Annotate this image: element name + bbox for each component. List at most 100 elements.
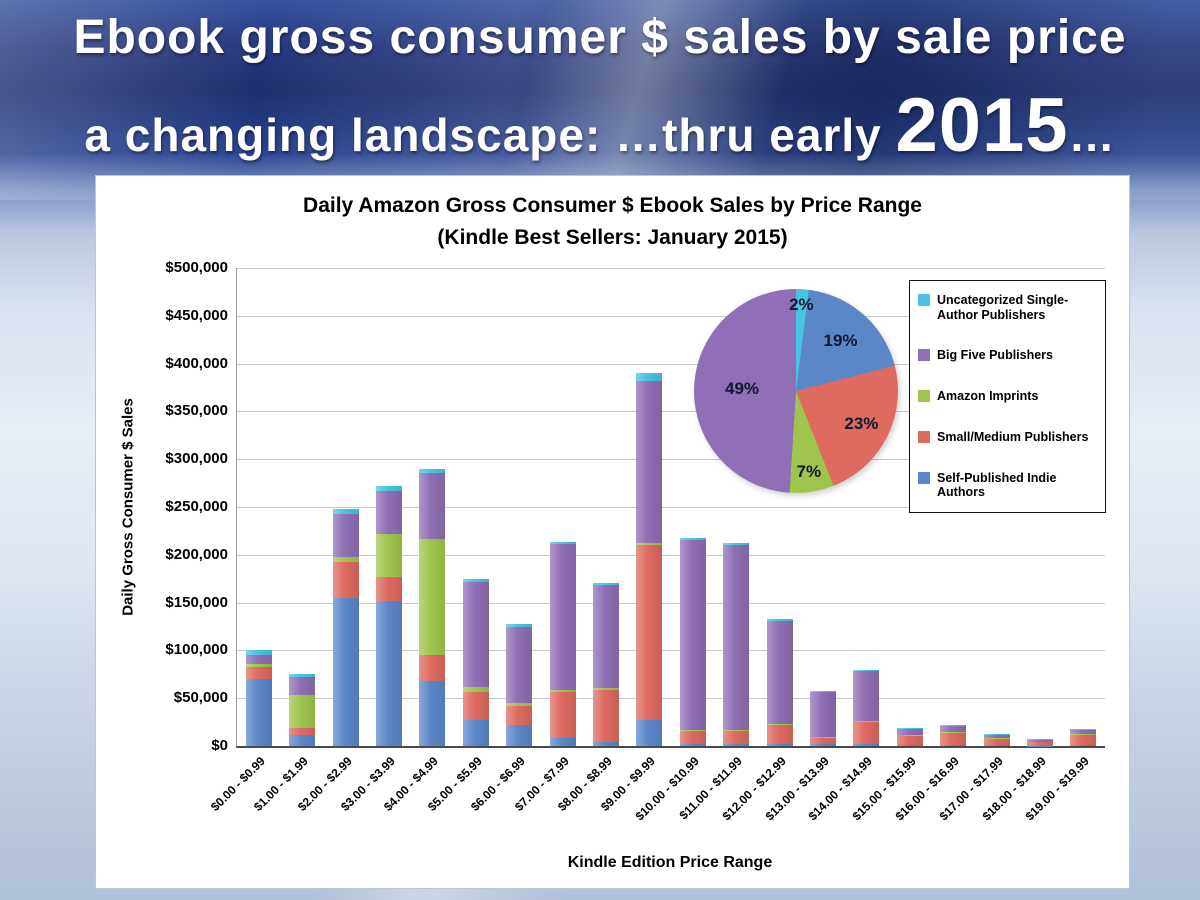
bar-segment bbox=[1070, 745, 1097, 746]
bar-segment bbox=[332, 556, 359, 562]
bar-segment bbox=[549, 542, 576, 545]
bar-segment bbox=[245, 679, 272, 746]
bar-segment bbox=[766, 724, 793, 725]
chart-title: Daily Amazon Gross Consumer $ Ebook Sale… bbox=[303, 194, 922, 217]
bar-segment bbox=[462, 581, 489, 687]
bar-segment bbox=[419, 472, 446, 539]
bar-segment bbox=[896, 734, 923, 736]
slide-header: Ebook gross consumer $ sales by sale pri… bbox=[0, 0, 1200, 175]
bar-segment bbox=[506, 623, 533, 627]
bar-segment bbox=[766, 620, 793, 725]
legend-item: Small/Medium Publishers bbox=[918, 430, 1097, 445]
legend-label: Self-Published Indie Authors bbox=[937, 470, 1057, 500]
bar-segment bbox=[853, 744, 880, 746]
bar-segment bbox=[809, 744, 836, 746]
bar-segment bbox=[896, 729, 923, 736]
chart-subtitle: (Kindle Best Sellers: January 2015) bbox=[437, 226, 788, 249]
legend-label: Big Five Publishers bbox=[937, 348, 1054, 363]
bar-segment bbox=[419, 538, 446, 656]
bar-segment bbox=[289, 674, 316, 678]
bar-segment bbox=[940, 724, 967, 728]
y-tick-label: $500,000 bbox=[165, 259, 228, 276]
bar-segment bbox=[375, 533, 402, 577]
bar-segment bbox=[375, 485, 402, 491]
bar-segment bbox=[940, 745, 967, 746]
bar-segment bbox=[766, 724, 793, 745]
bar-segment bbox=[636, 380, 663, 544]
gridline bbox=[237, 507, 1105, 508]
bar-segment bbox=[1026, 745, 1053, 746]
bar-segment bbox=[506, 724, 533, 747]
bar-segment bbox=[506, 703, 533, 706]
bar-segment bbox=[853, 669, 880, 672]
pie-chart bbox=[694, 289, 898, 493]
bar-segment bbox=[592, 583, 619, 586]
bar-segment bbox=[723, 730, 750, 745]
y-tick-label: $350,000 bbox=[165, 402, 228, 420]
legend-item: Self-Published Indie Authors bbox=[918, 471, 1097, 501]
gridline bbox=[237, 650, 1105, 652]
legend: Uncategorized Single-Author Publishers Bi… bbox=[909, 280, 1106, 513]
legend-item: Amazon Imprints bbox=[918, 389, 1097, 404]
plot-area bbox=[236, 268, 1105, 748]
chart-panel: Daily Amazon Gross Consumer $ Ebook Sale… bbox=[95, 175, 1130, 889]
bar-segment bbox=[983, 735, 1010, 739]
bar-segment bbox=[983, 734, 1010, 736]
bar-segment bbox=[592, 742, 619, 746]
bar-segment bbox=[679, 744, 706, 746]
bar-segment bbox=[636, 720, 663, 746]
bar-segment bbox=[679, 539, 706, 730]
bar-segment bbox=[1026, 741, 1053, 746]
bar-segment bbox=[462, 691, 489, 721]
bar-segment bbox=[766, 618, 793, 621]
y-tick-label: $400,000 bbox=[165, 354, 228, 372]
y-tick-label: $0 bbox=[211, 737, 228, 754]
bar-segment bbox=[549, 689, 576, 693]
bar-segment bbox=[245, 655, 272, 664]
bar-segment bbox=[289, 677, 316, 696]
bar-segment bbox=[853, 670, 880, 721]
bar-segment bbox=[506, 626, 533, 704]
bar-segment bbox=[462, 578, 489, 582]
legend-item: Big Five Publishers bbox=[918, 348, 1097, 363]
bar-segment bbox=[289, 735, 316, 746]
bar-segment bbox=[940, 732, 967, 746]
legend-label: Amazon Imprints bbox=[937, 389, 1039, 404]
slide-title-line2: a changing landscape: …thru early 2015… bbox=[0, 82, 1200, 169]
y-axis: $0 $50,000 $100,000 $150,000 $200,000 $250,00… bbox=[114, 259, 228, 754]
gridline bbox=[237, 363, 1105, 365]
bar-segment bbox=[549, 738, 576, 746]
x-axis-labels: $0.00 - $0.99 $1.00 - $1.99 $2.00 - $2.99 $… bbox=[208, 748, 1104, 858]
bar-segment bbox=[1070, 734, 1097, 746]
bar-segment bbox=[332, 597, 359, 747]
bar-segment bbox=[592, 687, 619, 690]
bar-segment bbox=[245, 650, 272, 656]
gridline bbox=[237, 698, 1105, 700]
bar-segment bbox=[419, 655, 446, 681]
bar-segment bbox=[419, 681, 446, 746]
bar-segment bbox=[332, 508, 359, 514]
bar-segment bbox=[809, 692, 836, 737]
x-axis-title: Kindle Edition Price Range bbox=[567, 854, 773, 871]
bar-segment bbox=[375, 600, 402, 747]
bar-segment bbox=[940, 732, 967, 733]
legend-swatch-icon bbox=[918, 349, 930, 362]
legend-label: Small/Medium Publishers bbox=[937, 429, 1089, 444]
bar-segment bbox=[809, 690, 836, 693]
bar-segment bbox=[592, 585, 619, 688]
bar-segment bbox=[636, 543, 663, 546]
bar-segment bbox=[679, 729, 706, 731]
bar-segment bbox=[983, 745, 1010, 746]
legend-item: Uncategorized Single-Author Publishers bbox=[918, 293, 1097, 323]
bar-segment bbox=[462, 686, 489, 692]
y-tick-label: $150,000 bbox=[165, 593, 228, 611]
bar-segment bbox=[723, 543, 750, 546]
bar-segment bbox=[289, 727, 316, 736]
legend-swatch-icon bbox=[918, 294, 930, 306]
bar-segment bbox=[506, 705, 533, 726]
bar-segment bbox=[766, 744, 793, 746]
bar-segment bbox=[723, 545, 750, 730]
legend-swatch-icon bbox=[918, 430, 930, 443]
bar-segment bbox=[809, 737, 836, 745]
